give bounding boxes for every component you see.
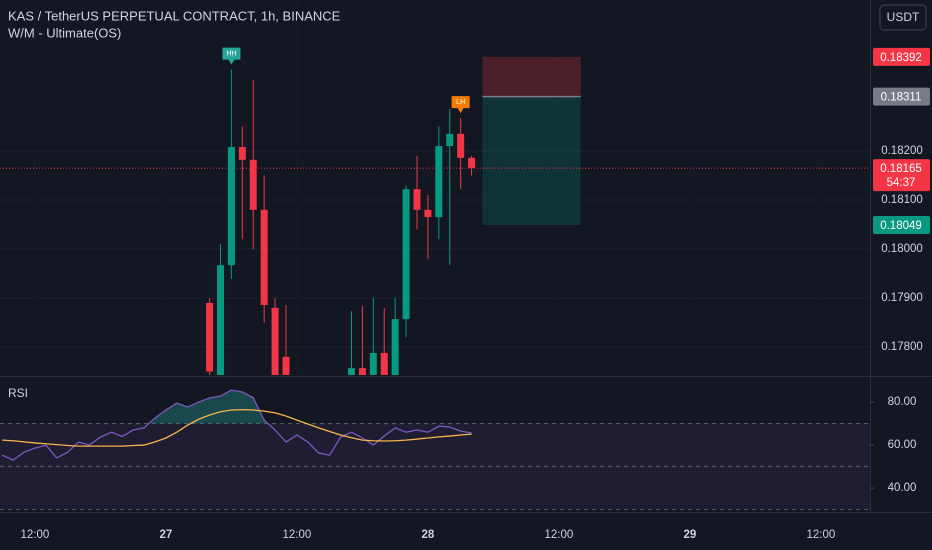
currency-button[interactable] xyxy=(879,4,927,31)
y-tick-label: 0.18100 xyxy=(881,194,923,206)
last-price-box xyxy=(873,159,930,192)
candle-body xyxy=(457,133,465,158)
y-tick-label: 60.00 xyxy=(888,439,917,451)
x-tick-label: 12:00 xyxy=(283,529,312,541)
candle-body xyxy=(413,189,421,210)
rsi-line xyxy=(1,389,472,461)
last-price-label: 0.18165 xyxy=(880,163,922,175)
y-tick-label: 0.17800 xyxy=(881,341,923,353)
target-zone xyxy=(482,96,581,225)
price-pane: HH LH xyxy=(0,47,870,375)
candle-body xyxy=(435,146,443,218)
signal-marker xyxy=(222,47,241,65)
stop-price-box xyxy=(873,47,930,66)
countdown-label: 54:37 xyxy=(887,177,916,189)
x-tick-label: 12:00 xyxy=(545,529,574,541)
chart-title: KAS / TetherUS PERPETUAL CONTRACT, 1h, B… xyxy=(8,8,341,23)
candle-body xyxy=(446,133,454,147)
signal-label: LH xyxy=(456,99,465,106)
candle-body xyxy=(402,189,410,320)
rsi-title: RSI xyxy=(8,386,28,400)
candle-body xyxy=(424,209,432,218)
y-tick-label: 40.00 xyxy=(888,482,917,494)
candle-body xyxy=(227,147,235,266)
target-price-label: 0.18049 xyxy=(880,220,922,232)
candle-body xyxy=(206,302,214,372)
entry-price-box xyxy=(873,87,930,106)
candle-body xyxy=(271,307,279,375)
stop-zone xyxy=(482,56,581,97)
candle-body xyxy=(380,352,388,375)
candle-body xyxy=(260,209,268,305)
candle-body xyxy=(369,352,377,375)
candle-body xyxy=(468,157,476,169)
entry-price-label: 0.18311 xyxy=(881,92,922,104)
y-tick-label: 0.17900 xyxy=(881,292,923,304)
rsi-ma-line xyxy=(2,408,472,447)
candle-body xyxy=(238,147,246,160)
candle-body xyxy=(249,159,257,210)
x-tick-label: 28 xyxy=(422,529,435,541)
y-tick-label: 0.18000 xyxy=(881,243,923,255)
candle-body xyxy=(217,265,225,375)
signal-marker xyxy=(451,96,470,114)
candle-body xyxy=(358,368,366,375)
y-tick-label: 0.18200 xyxy=(881,145,923,157)
candle-body xyxy=(391,319,399,375)
stop-price-label: 0.18392 xyxy=(880,52,922,64)
target-price-box xyxy=(873,216,930,234)
y-tick-label: 80.00 xyxy=(888,396,917,408)
overbought-fill xyxy=(2,390,472,424)
signal-label: HH xyxy=(226,50,236,57)
rsi-pane xyxy=(0,389,870,510)
x-tick-label: 12:00 xyxy=(21,529,50,541)
x-tick-label: 29 xyxy=(683,529,696,541)
candle-body xyxy=(347,368,355,375)
indicator-name: W/M - Ultimate(OS) xyxy=(8,25,121,40)
candle-body xyxy=(282,356,290,375)
currency-label[interactable]: USDT xyxy=(887,10,920,24)
x-tick-label: 27 xyxy=(160,529,173,541)
x-tick-label: 12:00 xyxy=(806,529,835,541)
